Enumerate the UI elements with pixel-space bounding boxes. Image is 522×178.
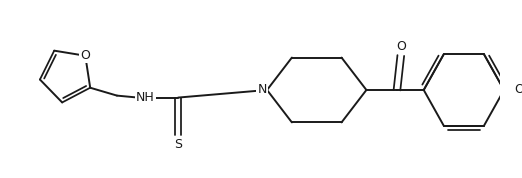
Text: O: O	[396, 40, 406, 53]
Text: N: N	[257, 83, 267, 96]
Text: NH: NH	[136, 91, 155, 104]
Text: S: S	[174, 138, 182, 151]
Text: O: O	[80, 49, 90, 62]
Text: O: O	[514, 83, 522, 96]
